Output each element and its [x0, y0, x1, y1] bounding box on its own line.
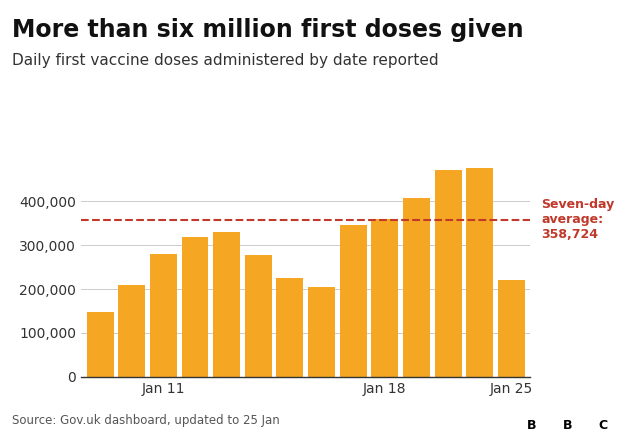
Text: Source: Gov.uk dashboard, updated to 25 Jan: Source: Gov.uk dashboard, updated to 25 …: [12, 414, 280, 427]
Bar: [498, 280, 525, 377]
Bar: [119, 285, 145, 377]
Text: C: C: [598, 420, 608, 432]
Bar: [276, 278, 303, 377]
Bar: [182, 237, 208, 377]
FancyBboxPatch shape: [517, 416, 545, 435]
Text: Daily first vaccine doses administered by date reported: Daily first vaccine doses administered b…: [12, 53, 439, 67]
Bar: [213, 232, 240, 377]
Text: B: B: [527, 420, 536, 432]
Bar: [308, 287, 335, 377]
FancyBboxPatch shape: [589, 416, 617, 435]
Bar: [245, 255, 271, 377]
Bar: [466, 168, 493, 377]
Text: More than six million first doses given: More than six million first doses given: [12, 18, 524, 42]
Bar: [403, 198, 430, 377]
FancyBboxPatch shape: [553, 416, 582, 435]
Bar: [435, 170, 462, 377]
Text: Seven-day
average:
358,724: Seven-day average: 358,724: [542, 198, 615, 241]
Bar: [371, 219, 398, 377]
Bar: [87, 312, 114, 377]
Text: B: B: [562, 420, 572, 432]
Bar: [340, 225, 367, 377]
Bar: [150, 254, 177, 377]
